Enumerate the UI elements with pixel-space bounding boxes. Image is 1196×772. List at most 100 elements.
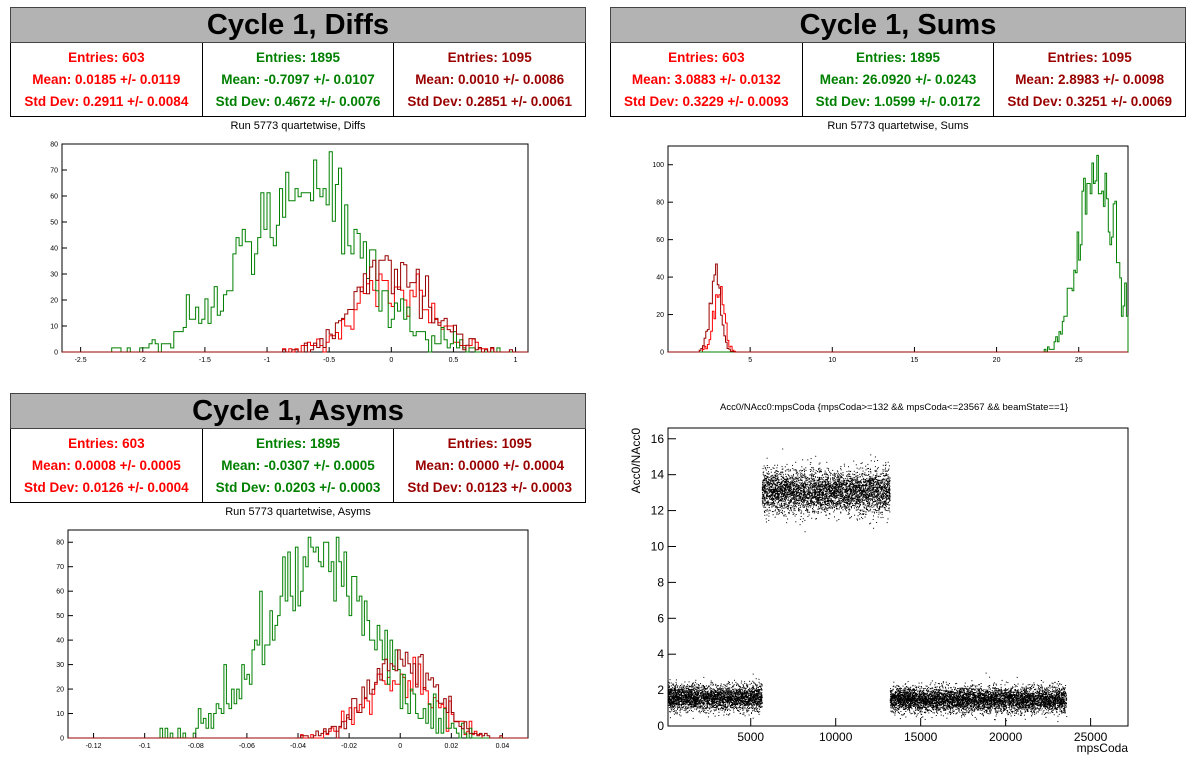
stats-entries: Entries: 603 <box>68 435 145 451</box>
x-tick-label: -0.1 <box>139 743 151 750</box>
stats-set2: Entries: 1895 Mean: 26.0920 +/- 0.0243 S… <box>801 43 994 116</box>
y-tick-label: 60 <box>50 193 58 200</box>
x-tick-label: 0 <box>398 743 402 750</box>
y-tick-label: 12 <box>651 504 665 518</box>
x-tick-label: 0.5 <box>449 357 459 364</box>
stats-mean: Mean: 3.0883 +/- 0.0132 <box>631 71 781 87</box>
y-axis-label: Acc0/NAcc0 <box>629 428 643 494</box>
histogram-series <box>68 649 528 739</box>
x-tick-label: -2 <box>140 357 146 364</box>
y-tick-label: 10 <box>651 539 665 553</box>
x-tick-label: 25000 <box>1074 730 1108 744</box>
y-tick-label: 4 <box>657 647 664 661</box>
stats-std: Std Dev: 0.0126 +/- 0.0004 <box>23 480 189 496</box>
y-tick-label: 20 <box>56 686 64 693</box>
x-tick-label: -0.12 <box>86 743 102 750</box>
stats-entries: Entries: 603 <box>68 49 145 65</box>
x-tick-label: 5000 <box>737 730 764 744</box>
stats-mean: Mean: 0.0010 +/- 0.0086 <box>415 71 565 87</box>
scatter-points <box>668 448 1068 723</box>
x-tick-label: 0.04 <box>496 743 510 750</box>
x-tick-label: 1 <box>514 357 518 364</box>
stats-mean: Mean: 2.8983 +/- 0.0098 <box>1015 71 1165 87</box>
stats-entries: Entries: 1095 <box>447 435 532 451</box>
stats-mean: Mean: 0.0185 +/- 0.0119 <box>32 71 181 87</box>
y-tick-label: 0 <box>60 735 64 742</box>
stats-set2: Entries: 1895 Mean: -0.0307 +/- 0.0005 S… <box>201 429 394 502</box>
y-tick-label: 20 <box>50 297 58 304</box>
stats-mean: Mean: -0.7097 +/- 0.0107 <box>221 71 375 87</box>
asyms-stats-box: Entries: 603 Mean: 0.0008 +/- 0.0005 Std… <box>10 429 586 503</box>
stats-std: Std Dev: 0.3251 +/- 0.0069 <box>1007 94 1173 110</box>
stats-set3: Entries: 1095 Mean: 0.0000 +/- 0.0004 St… <box>393 429 585 502</box>
asyms-title: Cycle 1, Asyms <box>10 393 586 429</box>
y-tick-label: 80 <box>656 200 664 207</box>
stats-set1: Entries: 603 Mean: 0.0008 +/- 0.0005 Std… <box>11 429 202 502</box>
y-tick-label: 70 <box>50 167 58 174</box>
stats-std: Std Dev: 0.2911 +/- 0.0084 <box>24 94 189 110</box>
y-tick-label: 50 <box>50 219 58 226</box>
sums-stats-box: Entries: 603 Mean: 3.0883 +/- 0.0132 Std… <box>610 43 1186 117</box>
y-tick-label: 70 <box>56 564 64 571</box>
x-tick-label: 15 <box>911 357 919 364</box>
stats-set1: Entries: 603 Mean: 0.0185 +/- 0.0119 Std… <box>11 43 202 116</box>
y-tick-label: 14 <box>651 468 665 482</box>
sums-subtitle: Run 5773 quartetwise, Sums <box>827 120 969 132</box>
y-tick-label: 100 <box>652 162 664 169</box>
x-tick-label: -1.5 <box>199 357 211 364</box>
x-tick-label: -0.04 <box>290 743 306 750</box>
stats-mean: Mean: 0.0000 +/- 0.0004 <box>415 457 565 473</box>
y-tick-label: 16 <box>651 432 665 446</box>
y-tick-label: 10 <box>56 711 64 718</box>
histogram-series <box>668 263 1128 353</box>
stats-mean: Mean: -0.0307 +/- 0.0005 <box>221 457 375 473</box>
x-tick-label: 5 <box>748 357 752 364</box>
y-tick-label: 6 <box>657 611 664 625</box>
stats-entries: Entries: 1895 <box>255 49 341 65</box>
scatter-title: Acc0/NAcc0:mpsCoda {mpsCoda>=132 && mpsC… <box>720 402 1068 413</box>
y-tick-label: 8 <box>657 575 664 589</box>
y-tick-label: 40 <box>56 637 64 644</box>
stats-std: Std Dev: 0.4672 +/- 0.0076 <box>215 94 381 110</box>
diffs-subtitle: Run 5773 quartetwise, Diffs <box>230 120 366 132</box>
stats-set3: Entries: 1095 Mean: 2.8983 +/- 0.0098 St… <box>993 43 1185 116</box>
x-tick-label: -1 <box>264 357 270 364</box>
sums-histogram: 5 10 15 20 25 0 20 40 60 80 100 <box>652 145 1129 364</box>
y-tick-label: 40 <box>656 274 664 281</box>
x-tick-label: -0.02 <box>341 743 357 750</box>
y-tick-label: 60 <box>656 237 664 244</box>
y-tick-label: 80 <box>50 141 58 148</box>
stats-std: Std Dev: 0.0203 +/- 0.0003 <box>215 480 381 496</box>
y-tick-label: 0 <box>657 719 664 733</box>
stats-std: Std Dev: 0.2851 +/- 0.0061 <box>407 94 573 110</box>
stats-entries: Entries: 1095 <box>1047 49 1132 65</box>
stats-entries: Entries: 1895 <box>855 49 941 65</box>
y-tick-label: 30 <box>56 662 64 669</box>
x-axis-label: mpsCoda <box>1077 741 1129 755</box>
y-tick-label: 80 <box>56 540 64 547</box>
stats-std: Std Dev: 1.0599 +/- 0.0172 <box>815 94 981 110</box>
y-tick-label: 60 <box>56 589 64 596</box>
x-tick-label: -0.06 <box>239 743 255 750</box>
diffs-title: Cycle 1, Diffs <box>10 7 586 43</box>
x-tick-label: 20000 <box>989 730 1023 744</box>
x-tick-label: 10000 <box>819 730 853 744</box>
stats-mean: Mean: 0.0008 +/- 0.0005 <box>31 457 181 473</box>
asyms-histogram: -0.12 -0.1 -0.08 -0.06 -0.04 -0.02 0 0.02 0.04 0 1… <box>56 529 529 750</box>
asyms-subtitle: Run 5773 quartetwise, Asyms <box>225 506 371 518</box>
sums-title: Cycle 1, Sums <box>610 7 1186 43</box>
y-tick-label: 10 <box>50 323 58 330</box>
y-tick-label: 50 <box>56 613 64 620</box>
y-tick-label: 20 <box>656 312 664 319</box>
stats-set1: Entries: 603 Mean: 3.0883 +/- 0.0132 Std… <box>611 43 802 116</box>
stats-set3: Entries: 1095 Mean: 0.0010 +/- 0.0086 St… <box>393 43 585 116</box>
y-tick-label: 2 <box>657 683 664 697</box>
diffs-stats-box: Entries: 603 Mean: 0.0185 +/- 0.0119 Std… <box>10 43 586 117</box>
x-tick-label: 15000 <box>904 730 938 744</box>
y-tick-label: 40 <box>50 245 58 252</box>
stats-set2: Entries: 1895 Mean: -0.7097 +/- 0.0107 S… <box>201 43 394 116</box>
stats-mean: Mean: 26.0920 +/- 0.0243 <box>819 71 977 87</box>
plot-frame <box>667 427 1129 727</box>
